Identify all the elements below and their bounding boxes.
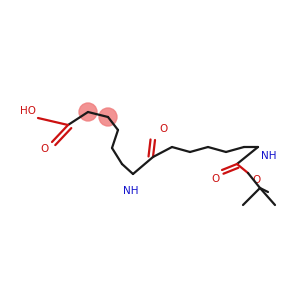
Text: NH: NH [261, 151, 277, 161]
Text: O: O [212, 174, 220, 184]
Text: O: O [41, 144, 49, 154]
Text: O: O [252, 175, 260, 185]
Text: O: O [159, 124, 167, 134]
Circle shape [99, 108, 117, 126]
Text: NH: NH [123, 186, 139, 196]
Text: HO: HO [20, 106, 36, 116]
Circle shape [79, 103, 97, 121]
